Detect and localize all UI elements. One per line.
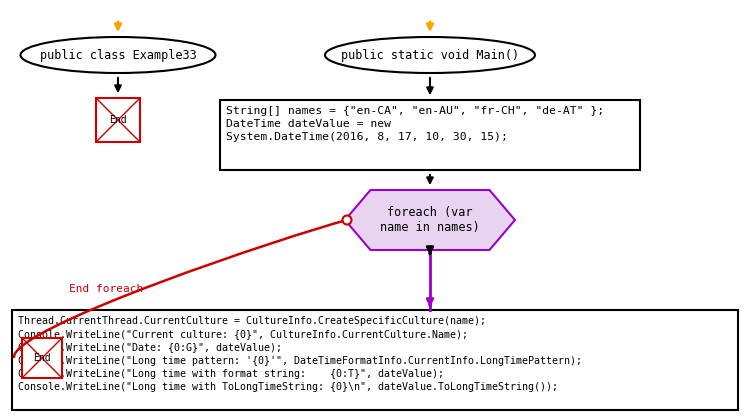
Text: End: End <box>109 115 127 125</box>
Text: foreach (var
name in names): foreach (var name in names) <box>380 206 480 234</box>
Bar <box>220 100 640 170</box>
Text: Thread.CurrentThread.CurrentCulture = CultureInfo.CreateSpecificCulture(name);
C: Thread.CurrentThread.CurrentCulture = Cu… <box>18 316 582 392</box>
Ellipse shape <box>325 37 535 73</box>
Bar <box>22 338 62 378</box>
Text: public static void Main(): public static void Main() <box>341 48 519 61</box>
Polygon shape <box>345 190 515 250</box>
Text: End foreach: End foreach <box>69 284 144 294</box>
Circle shape <box>343 216 352 224</box>
Text: End: End <box>33 353 51 363</box>
Text: String[] names = {"en-CA", "en-AU", "fr-CH", "de-AT" };
DateTime dateValue = new: String[] names = {"en-CA", "en-AU", "fr-… <box>226 106 604 142</box>
Bar <box>96 98 140 142</box>
Bar <box>12 310 738 410</box>
Text: public class Example33: public class Example33 <box>40 48 197 61</box>
Ellipse shape <box>20 37 215 73</box>
